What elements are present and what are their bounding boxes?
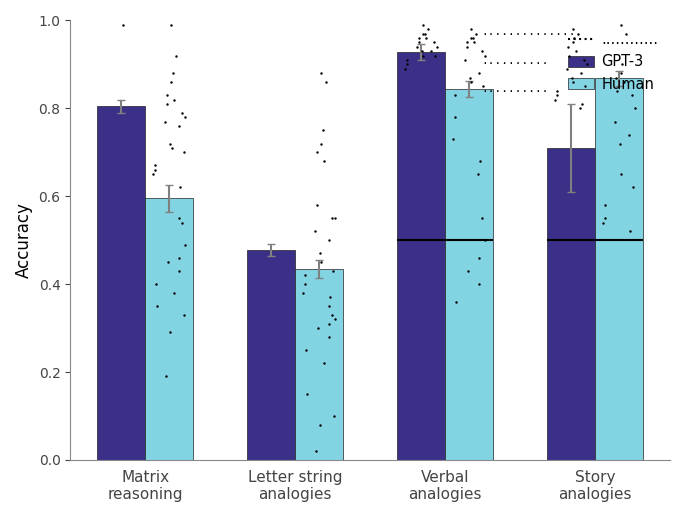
Legend: ............, GPT-3, Human: ............, GPT-3, Human [564,28,662,96]
Text: ..........: .......... [481,84,549,94]
Bar [397,52,445,460]
Y-axis label: Accuracy: Accuracy [15,202,33,278]
Bar [295,269,343,460]
Bar [445,88,493,460]
Bar [247,250,295,460]
Text: ..............: .............. [481,27,575,37]
Bar [145,199,193,460]
Bar [595,79,643,460]
Bar [97,106,145,460]
Bar [547,148,595,460]
Text: ..........: .......... [481,56,549,66]
